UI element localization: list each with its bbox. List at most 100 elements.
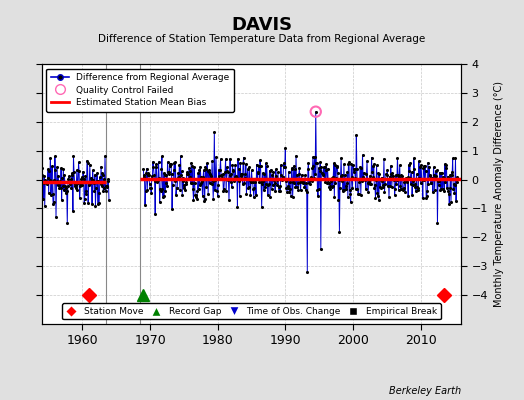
Point — [232, 173, 240, 179]
Point — [225, 172, 234, 178]
Point — [440, 175, 448, 181]
Point — [174, 174, 183, 180]
Point — [330, 194, 339, 200]
Point — [449, 186, 457, 192]
Point — [62, 185, 70, 191]
Point — [389, 176, 398, 183]
Point — [380, 156, 388, 162]
Point — [144, 171, 152, 178]
Point — [75, 168, 83, 174]
Point — [341, 172, 349, 178]
Point — [250, 176, 259, 183]
Point — [363, 158, 371, 164]
Point — [203, 168, 212, 174]
Point — [173, 185, 181, 191]
Point — [235, 166, 243, 172]
Point — [347, 174, 356, 180]
Point — [290, 163, 298, 169]
Point — [50, 198, 58, 205]
Point — [436, 170, 445, 176]
Point — [328, 175, 336, 181]
Point — [313, 160, 321, 166]
Point — [74, 159, 83, 166]
Point — [157, 166, 166, 172]
Point — [322, 167, 330, 173]
Point — [372, 195, 380, 201]
Point — [392, 181, 400, 188]
Point — [193, 187, 202, 194]
Point — [266, 194, 274, 200]
Point — [140, 174, 148, 180]
Point — [322, 160, 331, 167]
Point — [332, 175, 340, 181]
Point — [425, 172, 434, 179]
Point — [98, 170, 106, 176]
Point — [212, 176, 221, 182]
Point — [375, 171, 384, 177]
Point — [447, 169, 456, 176]
Point — [267, 176, 276, 182]
Point — [378, 178, 386, 184]
Point — [171, 178, 179, 184]
Point — [223, 164, 231, 170]
Point — [436, 186, 444, 193]
Point — [429, 164, 438, 170]
Point — [296, 179, 304, 185]
Point — [187, 160, 195, 166]
Point — [279, 160, 288, 166]
Point — [245, 164, 254, 171]
Point — [47, 178, 56, 184]
Point — [290, 180, 299, 186]
Point — [305, 177, 314, 184]
Point — [104, 176, 113, 183]
Point — [224, 169, 232, 176]
Point — [263, 163, 271, 169]
Point — [86, 180, 94, 186]
Point — [105, 197, 113, 204]
Point — [361, 176, 369, 183]
Point — [92, 184, 100, 191]
Point — [405, 162, 413, 168]
Point — [219, 171, 227, 177]
Point — [100, 184, 108, 191]
Point — [381, 176, 390, 182]
Point — [81, 172, 90, 179]
Point — [226, 155, 234, 162]
Point — [343, 169, 352, 175]
Point — [151, 211, 159, 217]
Point — [91, 172, 99, 178]
Point — [264, 192, 272, 198]
Point — [93, 201, 102, 207]
Point — [410, 155, 418, 161]
Point — [445, 201, 453, 207]
Point — [40, 172, 48, 179]
Point — [356, 164, 365, 170]
Point — [437, 186, 445, 192]
Point — [77, 176, 85, 182]
Point — [214, 182, 223, 188]
Point — [88, 201, 96, 208]
Point — [56, 184, 64, 191]
Point — [192, 191, 200, 198]
Point — [58, 196, 66, 203]
Point — [234, 156, 242, 162]
Point — [196, 164, 204, 170]
Point — [336, 184, 344, 191]
Point — [254, 170, 263, 177]
Point — [404, 193, 412, 199]
Point — [434, 182, 443, 189]
Point — [442, 164, 450, 171]
Point — [318, 172, 326, 178]
Point — [242, 191, 250, 197]
Point — [274, 169, 282, 176]
Point — [151, 164, 160, 170]
Point — [418, 177, 427, 183]
Point — [315, 186, 323, 192]
Point — [85, 162, 94, 168]
Point — [402, 177, 411, 183]
Point — [424, 180, 433, 187]
Point — [346, 198, 355, 205]
Point — [243, 166, 252, 172]
Point — [391, 172, 400, 178]
Point — [158, 186, 167, 192]
